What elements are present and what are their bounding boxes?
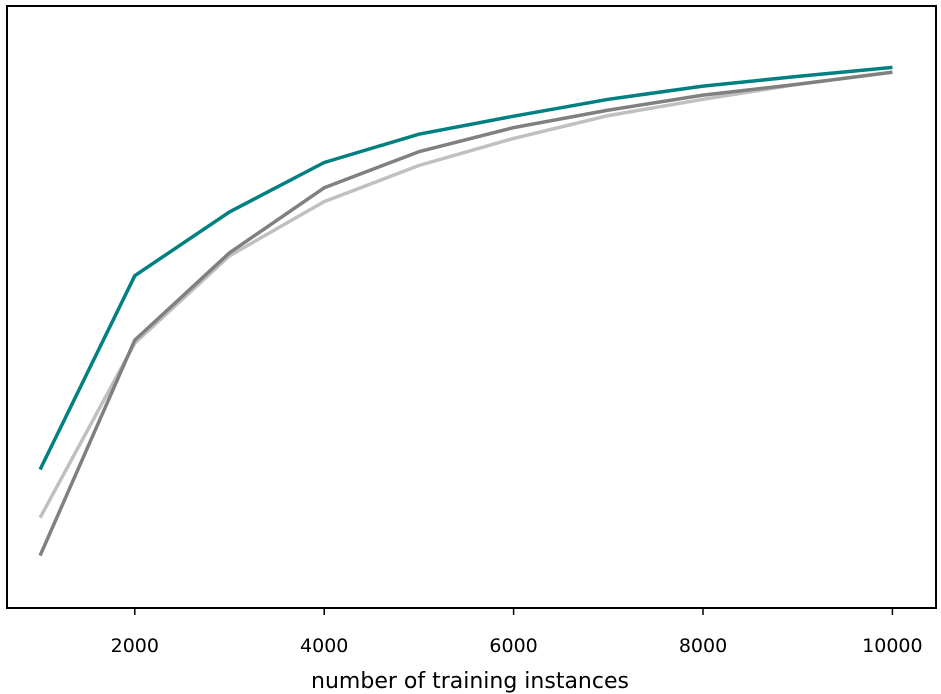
x-axis-ticks: 2000 4000 6000 8000 10000 <box>111 608 923 657</box>
x-tick-label: 4000 <box>300 635 348 657</box>
x-axis-label: number of training instances <box>311 669 629 694</box>
x-tick-label: 6000 <box>489 635 537 657</box>
series-line-3 <box>38 65 893 471</box>
plot-frame <box>6 5 937 609</box>
series-line-2 <box>38 70 893 557</box>
x-tick-label: 2000 <box>111 635 159 657</box>
series-layer <box>38 65 893 557</box>
series-line-1 <box>38 70 893 519</box>
x-tick-label: 8000 <box>679 635 727 657</box>
x-tick-label: 10000 <box>862 635 922 657</box>
